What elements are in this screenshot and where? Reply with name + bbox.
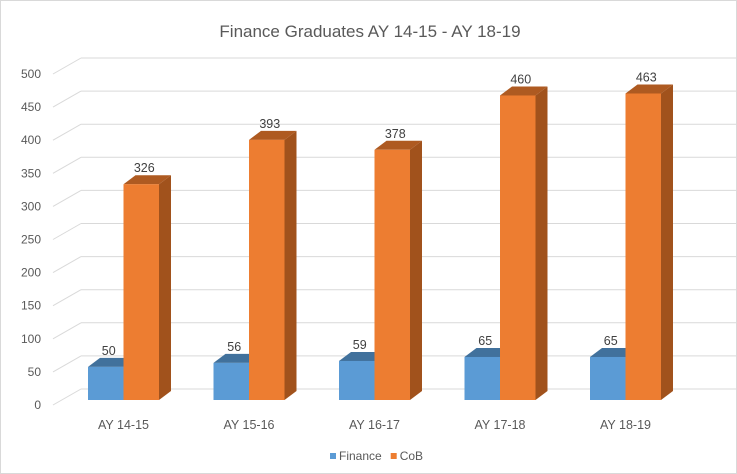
data-label-finance: 50 <box>102 344 116 358</box>
bar-side-cob <box>535 86 548 400</box>
bar-cob <box>374 149 410 400</box>
chart-title: Finance Graduates AY 14-15 - AY 18-19 <box>219 22 520 41</box>
bar-finance <box>590 356 626 400</box>
bar-side-cob <box>284 130 297 401</box>
bar-finance <box>88 366 124 400</box>
data-label-finance: 65 <box>478 334 492 348</box>
y-tick-label: 300 <box>21 199 41 213</box>
gridline-depth <box>52 289 82 307</box>
gridline-depth <box>52 355 82 373</box>
legend-swatch-cob <box>390 453 397 459</box>
gridline-depth <box>52 256 82 274</box>
x-category-label: AY 16-17 <box>349 418 400 432</box>
bar-top-cob <box>374 140 422 150</box>
y-tick-label: 50 <box>28 365 42 379</box>
y-tick-label: 100 <box>21 332 41 346</box>
bar-side-cob <box>410 140 422 400</box>
bar-finance <box>464 356 500 400</box>
gridline-depth <box>52 156 82 174</box>
x-category-label: AY 18-19 <box>600 418 651 432</box>
gridline-depth <box>52 57 82 75</box>
data-label-cob: 393 <box>259 117 280 131</box>
bar-top-cob <box>249 130 297 140</box>
gridline-depth <box>52 388 82 406</box>
x-category-label: AY 17-18 <box>475 418 526 432</box>
data-label-finance: 65 <box>604 334 618 348</box>
bar-cob <box>123 184 159 400</box>
x-category-label: AY 14-15 <box>98 418 149 432</box>
bar-finance <box>213 362 249 400</box>
bar-cob <box>249 139 285 401</box>
y-tick-label: 200 <box>21 266 41 280</box>
y-tick-label: 250 <box>21 233 41 247</box>
bar-top-cob <box>500 86 548 96</box>
legend-swatch-finance <box>330 453 336 459</box>
legend-label-cob: CoB <box>400 449 423 463</box>
y-tick-label: 150 <box>21 299 41 313</box>
y-tick-label: 400 <box>21 133 41 147</box>
y-tick-label: 500 <box>21 67 41 81</box>
bar-cob <box>500 95 536 400</box>
x-category-label: AY 15-16 <box>224 418 275 432</box>
data-label-finance: 56 <box>227 340 241 354</box>
y-tick-label: 0 <box>34 398 41 412</box>
bar-cob <box>625 93 661 400</box>
data-label-cob: 378 <box>385 127 406 141</box>
gridline-depth <box>52 123 82 141</box>
data-label-finance: 59 <box>353 338 367 352</box>
gridline-depth <box>52 90 82 108</box>
bar-side-cob <box>159 175 171 400</box>
legend-label-finance: Finance <box>339 449 382 463</box>
gridline-depth <box>52 223 82 240</box>
bar-top-cob <box>123 175 171 185</box>
data-label-cob: 326 <box>134 161 155 175</box>
bar-finance <box>339 360 375 400</box>
y-tick-label: 350 <box>21 166 41 180</box>
bar-side-cob <box>661 84 673 400</box>
data-label-cob: 463 <box>636 70 657 84</box>
y-tick-label: 450 <box>21 100 41 114</box>
bar-top-cob <box>625 84 673 94</box>
data-label-cob: 460 <box>510 72 531 86</box>
gridline-depth <box>52 189 82 207</box>
gridline-depth <box>52 322 82 340</box>
